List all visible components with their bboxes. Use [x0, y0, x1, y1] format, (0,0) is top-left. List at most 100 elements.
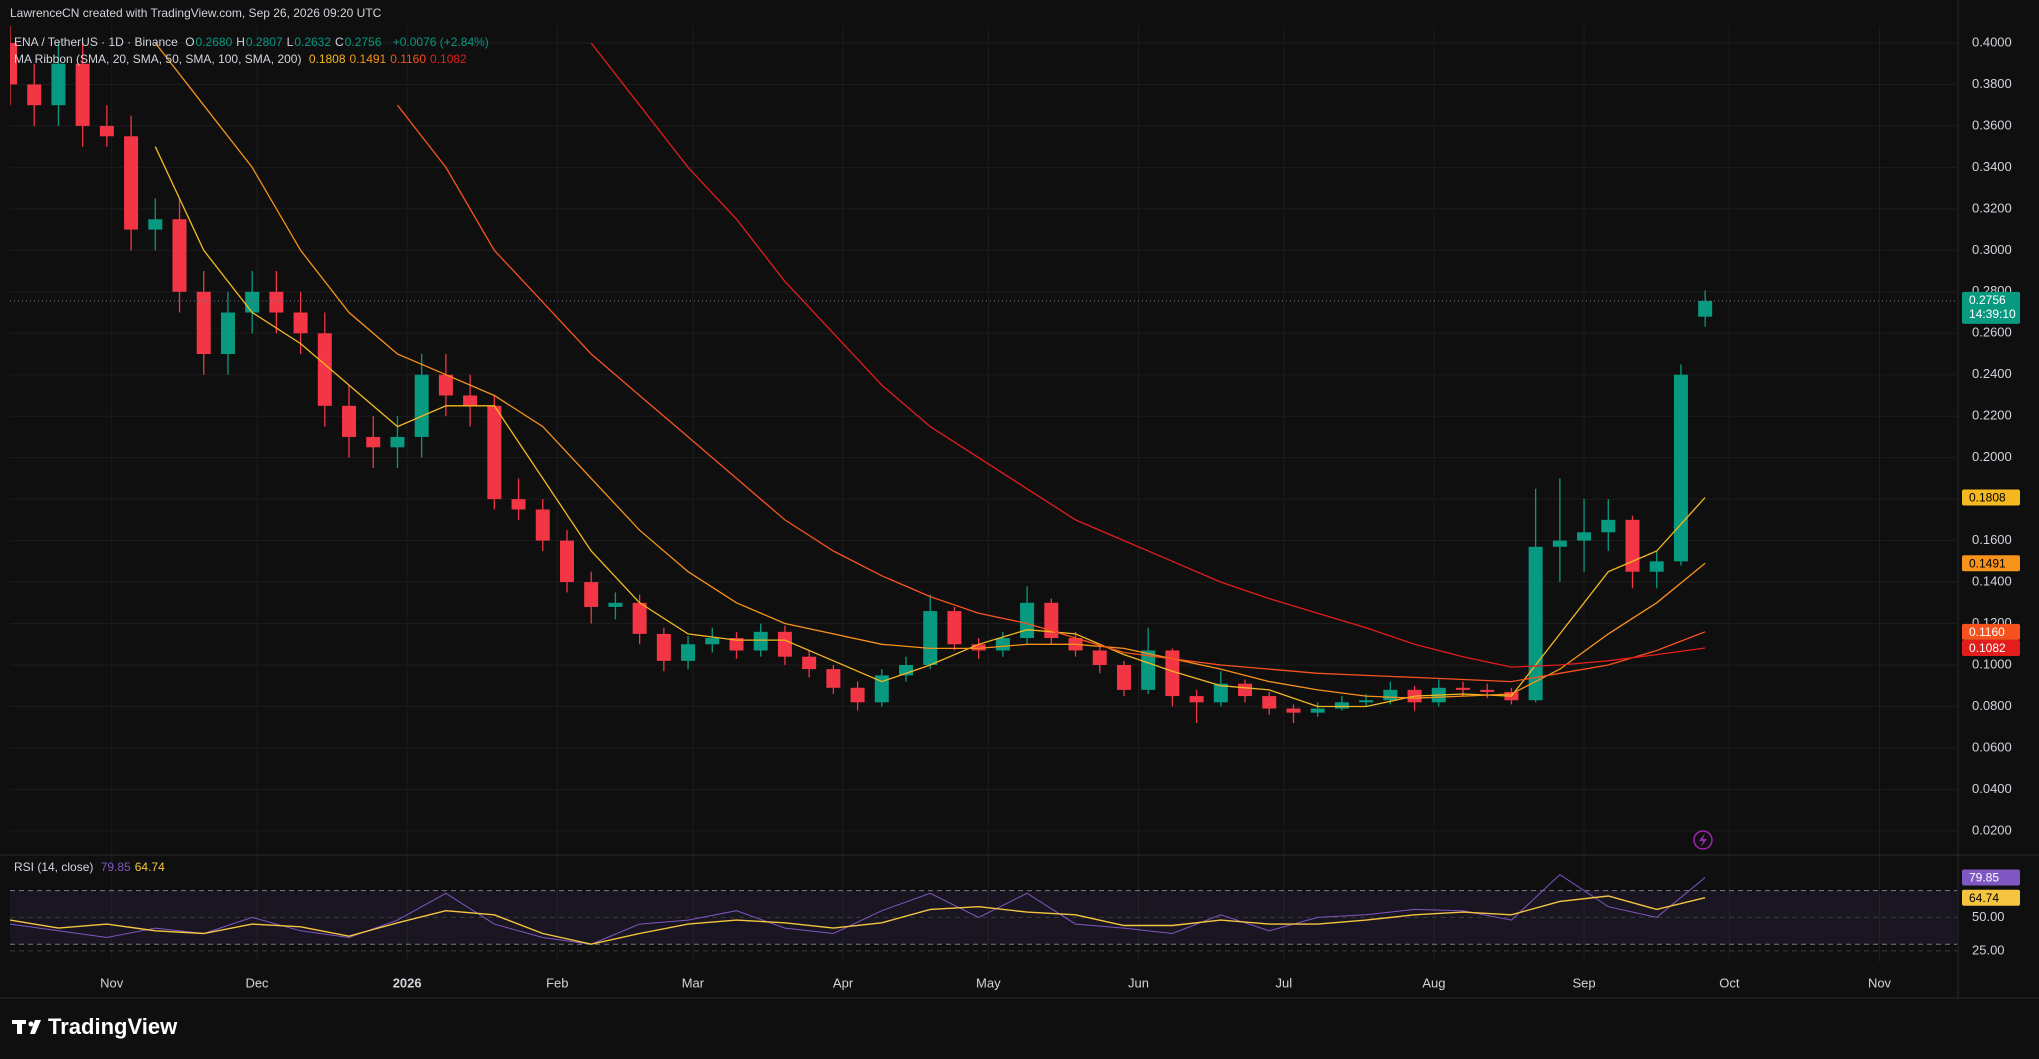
- candle-body: [1649, 561, 1664, 572]
- alert-icon[interactable]: [1693, 830, 1713, 850]
- x-tick-label: Aug: [1422, 975, 1445, 990]
- price-tag: [1962, 555, 2020, 572]
- x-tick-label: Oct: [1719, 975, 1740, 990]
- logo-slash: [30, 1020, 41, 1034]
- candle-body: [414, 374, 429, 437]
- candle-body: [366, 436, 381, 448]
- candle-body: [729, 638, 744, 651]
- x-tick-label: 2026: [393, 975, 422, 990]
- brand-logo: [12, 1020, 41, 1034]
- candle-body: [1673, 374, 1688, 562]
- candle-body: [10, 43, 17, 85]
- candle-body: [802, 656, 817, 670]
- candle-body: [995, 638, 1010, 651]
- candle-body: [1310, 708, 1325, 713]
- ohlc-key: H: [236, 35, 245, 49]
- symbol-title: ENA / TetherUS · 1D · Binance: [14, 35, 178, 49]
- candle-body: [1528, 546, 1543, 701]
- y-tick-label: 25.00: [1972, 942, 2005, 957]
- y-tick-label: 0.0600: [1972, 739, 2012, 754]
- candle-body: [51, 63, 66, 106]
- candle-body: [511, 499, 526, 510]
- x-tick-label: Nov: [1868, 975, 1892, 990]
- candle-body: [899, 664, 914, 676]
- line-series: [154, 42, 1706, 699]
- indicator-legend: MA Ribbon (SMA, 20, SMA, 50, SMA, 100, S…: [14, 52, 475, 66]
- y-tick-label: 0.0800: [1972, 698, 2012, 713]
- candle-body: [438, 374, 453, 396]
- rsi-title: RSI (14, close): [14, 860, 94, 874]
- candle-body: [632, 602, 647, 634]
- candle-body: [1238, 683, 1253, 697]
- x-tick-label: Jun: [1128, 975, 1149, 990]
- candle-body: [1141, 650, 1156, 690]
- ohlc-key: L: [286, 35, 294, 49]
- ma-value: 0.1808: [308, 52, 346, 66]
- change: +0.0076 (+2.84%): [392, 35, 489, 49]
- ohlc-value: 0.2756: [344, 35, 382, 49]
- alert-bolt: [1699, 833, 1707, 847]
- price-tag-label: 79.85: [1969, 871, 1999, 885]
- candle-body: [390, 436, 405, 448]
- x-tick-label: Sep: [1572, 975, 1595, 990]
- y-tick-label: 0.2400: [1972, 366, 2012, 381]
- rsi-value: 79.85: [100, 860, 131, 874]
- candle-body: [923, 611, 938, 665]
- candle-body: [535, 509, 550, 541]
- candle-body: [874, 675, 889, 703]
- price-tag: [1962, 889, 2020, 906]
- ohlc-value: 0.2680: [195, 35, 233, 49]
- candle-body: [1286, 708, 1301, 713]
- candle-body: [148, 219, 163, 230]
- candle-body: [656, 633, 671, 661]
- candle-body: [1480, 689, 1495, 692]
- candle-body: [1698, 300, 1713, 317]
- y-tick-label: 0.1400: [1972, 573, 2012, 588]
- price-tag: [1962, 489, 2020, 506]
- price-pane: [10, 26, 1957, 724]
- grid-layer: [10, 26, 1957, 962]
- ohlc-value: 0.2807: [245, 35, 283, 49]
- candle-body: [1455, 687, 1470, 690]
- candle-body: [269, 291, 284, 313]
- price-tag-label: 0.1808: [1969, 491, 2006, 505]
- price-tag-label: 64.74: [1969, 891, 1999, 905]
- candle-body: [342, 405, 357, 437]
- candle-body: [826, 669, 841, 688]
- ohlc-value: 0.2632: [294, 35, 332, 49]
- candle-body: [1092, 650, 1107, 665]
- candle-body: [947, 611, 962, 645]
- y-tick-label: 0.1000: [1972, 656, 2012, 671]
- x-tick-label: Apr: [833, 975, 854, 990]
- countdown-label: 14:39:10: [1969, 307, 2016, 321]
- line-series: [10, 895, 1706, 945]
- candle-body: [1213, 683, 1228, 703]
- price-tag-label: 0.2756: [1969, 293, 2006, 307]
- x-tick-label: Nov: [100, 975, 124, 990]
- price-tag-label: 0.1082: [1969, 641, 2006, 655]
- y-tick-label: 0.4000: [1972, 34, 2012, 49]
- y-tick-label: 0.3000: [1972, 242, 2012, 257]
- indicator-title: MA Ribbon (SMA, 20, SMA, 50, SMA, 100, S…: [14, 52, 302, 66]
- x-tick-label: Feb: [546, 975, 568, 990]
- line-series: [154, 146, 1706, 708]
- candle-body: [850, 687, 865, 703]
- ohlc-key: O: [185, 35, 195, 49]
- price-tag: [1962, 623, 2020, 640]
- ma-value: 0.1491: [349, 52, 387, 66]
- candle-body: [753, 631, 768, 651]
- y-tick-label: 0.2000: [1972, 449, 2012, 464]
- credit: LawrenceCN created with TradingView.com,…: [10, 6, 382, 20]
- y-tick-label: 50.00: [1972, 909, 2005, 924]
- candle-body: [1625, 519, 1640, 572]
- y-tick-label: 0.0200: [1972, 822, 2012, 837]
- candle-body: [75, 63, 90, 126]
- ma-value: 0.1082: [430, 52, 467, 66]
- price-tag: [1962, 639, 2020, 656]
- x-tick-label: Dec: [245, 975, 269, 990]
- candle-body: [245, 291, 260, 313]
